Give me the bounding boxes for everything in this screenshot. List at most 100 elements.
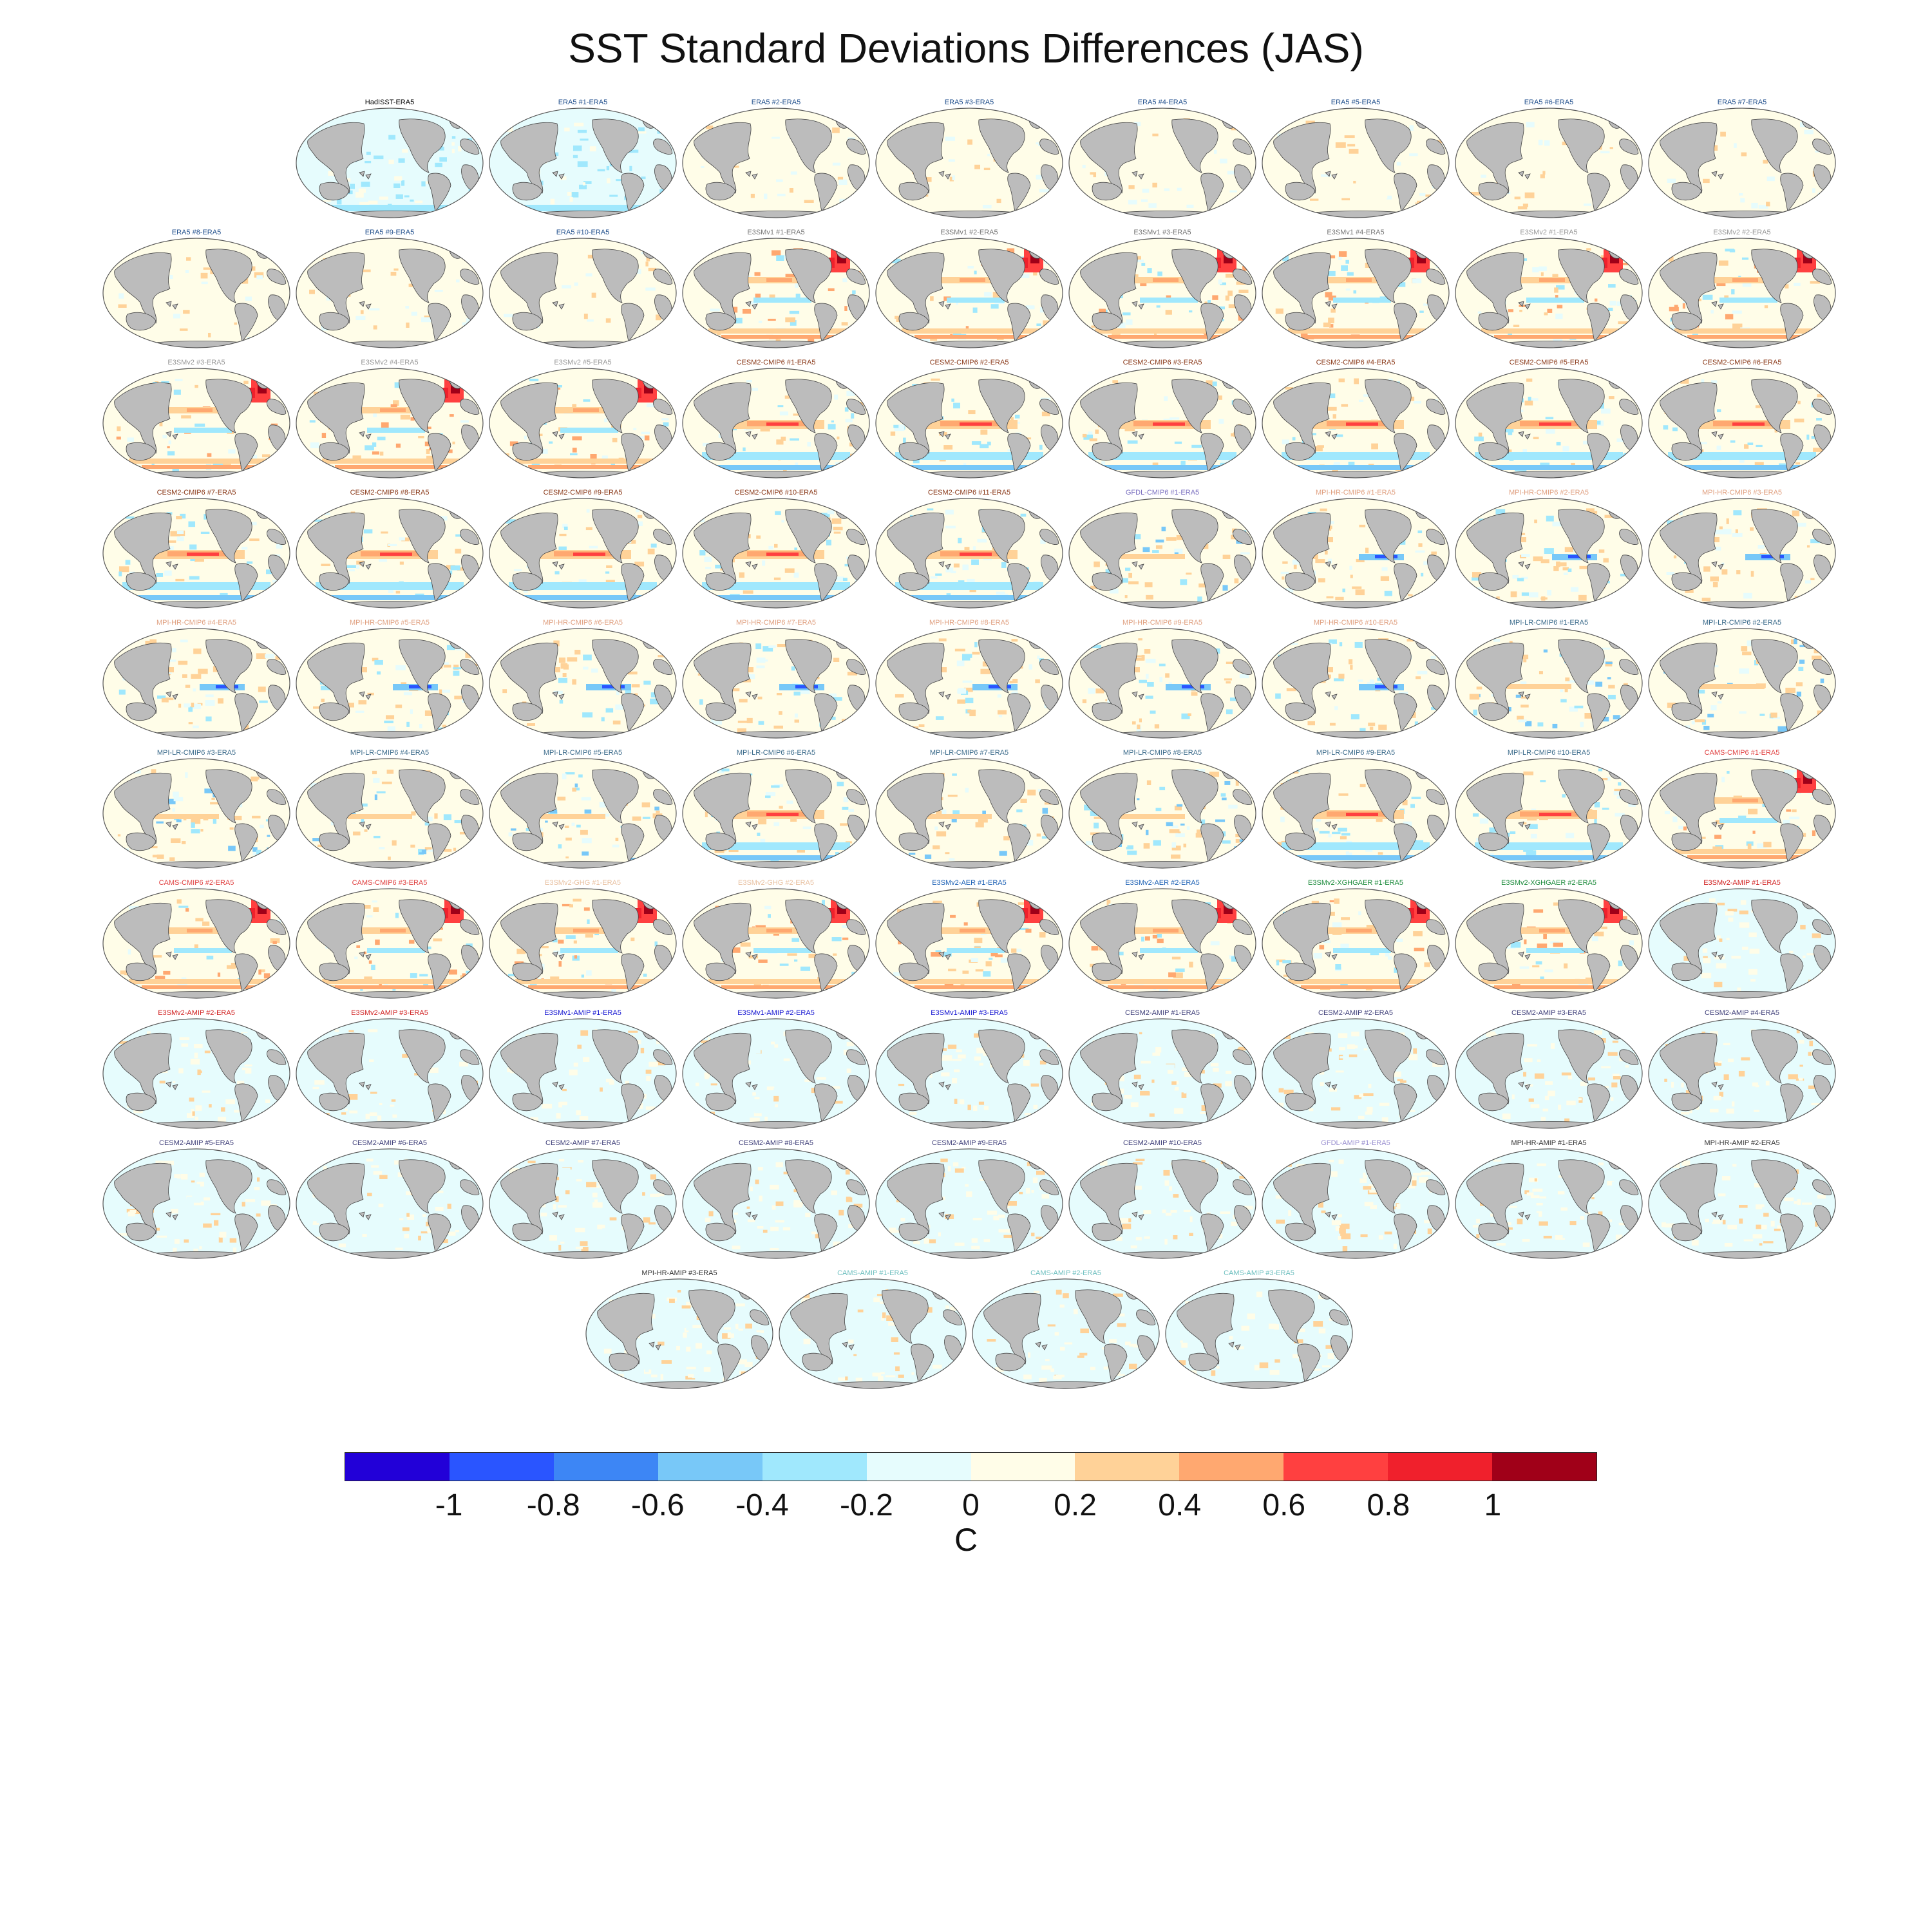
colorbar-tick-label: -0.6 [630,1488,685,1522]
panel-title: E3SMv2-GHG #2-ERA5 [738,879,814,887]
colorbar-segment-11 [1388,1453,1493,1481]
globe-outline [1455,368,1643,478]
globe-outline [102,1018,290,1129]
map-panel: E3SMv1 #2-ERA5 [875,229,1063,348]
sst-difference-field [876,629,1063,738]
sst-difference-field [489,108,676,218]
sst-difference-field [1069,629,1256,738]
globe-outline [682,238,870,348]
map-panel: E3SMv2-AMIP #1-ERA5 [1648,879,1836,999]
globe-outline [1648,238,1836,348]
globe-outline [1262,888,1450,999]
globe-outline [1455,1148,1643,1259]
panel-title: ERA5 #3-ERA5 [945,99,994,106]
globe-outline [1068,758,1256,869]
globe-outline [489,628,677,739]
map-panel: MPI-HR-CMIP6 #4-ERA5 [102,619,290,739]
panel-title: ERA5 #9-ERA5 [365,229,414,236]
map-panel: MPI-HR-AMIP #2-ERA5 [1648,1139,1836,1259]
map-panel: MPI-HR-CMIP6 #5-ERA5 [296,619,484,739]
sst-difference-field [683,629,869,738]
globe-outline [1068,368,1256,478]
panel-title: E3SMv1-AMIP #2-ERA5 [737,1009,815,1017]
panel-title: CESM2-AMIP #4-ERA5 [1705,1009,1779,1017]
globe-outline [682,368,870,478]
panel-title: MPI-LR-CMIP6 #5-ERA5 [544,749,622,757]
sst-difference-field [489,238,676,348]
sst-difference-field [1262,238,1449,348]
map-panel: CESM2-CMIP6 #11-ERA5 [875,489,1063,609]
globe-outline [489,888,677,999]
sst-difference-field [683,1019,869,1128]
globe-outline [489,1148,677,1259]
sst-difference-field [683,1149,869,1258]
map-panel: GFDL-CMIP6 #1-ERA5 [1068,489,1256,609]
sst-difference-field [1649,108,1835,218]
sst-difference-field [1069,759,1256,868]
sst-difference-field [489,1149,676,1258]
map-panel: E3SMv2-GHG #2-ERA5 [682,879,870,999]
map-panel: E3SMv2-XGHGAER #1-ERA5 [1262,879,1450,999]
map-panel: E3SMv2 #2-ERA5 [1648,229,1836,348]
map-panel: E3SMv2-XGHGAER #2-ERA5 [1455,879,1643,999]
globe-outline [296,628,484,739]
map-panel: ERA5 #8-ERA5 [102,229,290,348]
globe-outline [102,758,290,869]
sst-difference-field [876,108,1063,218]
globe-outline [972,1278,1160,1389]
panel-title: ERA5 #2-ERA5 [752,99,800,106]
sst-difference-field [1262,108,1449,218]
globe-outline [1262,368,1450,478]
globe-outline [875,498,1063,609]
globe-outline [875,368,1063,478]
panel-title: CAMS-AMIP #1-ERA5 [837,1269,908,1277]
colorbar-segment-9 [1179,1453,1284,1481]
panel-title: CESM2-AMIP #10-ERA5 [1123,1139,1202,1147]
sst-difference-field [296,629,483,738]
map-panel: CESM2-CMIP6 #5-ERA5 [1455,359,1643,478]
sst-difference-field [876,238,1063,348]
panel-title: ERA5 #10-ERA5 [556,229,610,236]
map-panel: CESM2-AMIP #2-ERA5 [1262,1009,1450,1129]
panel-title: CESM2-AMIP #1-ERA5 [1125,1009,1200,1017]
panel-title: CESM2-AMIP #8-ERA5 [739,1139,813,1147]
panel-title: MPI-HR-CMIP6 #5-ERA5 [350,619,430,627]
map-panel: E3SMv1-AMIP #3-ERA5 [875,1009,1063,1129]
panel-title: ERA5 #4-ERA5 [1138,99,1187,106]
panel-title: E3SMv2 #1-ERA5 [1520,229,1577,236]
sst-difference-field [103,1149,290,1258]
sst-difference-field [1069,108,1256,218]
colorbar-tick-label: -1 [435,1488,463,1522]
globe-outline [1648,368,1836,478]
sst-difference-field [296,889,483,998]
panel-title: MPI-HR-CMIP6 #7-ERA5 [736,619,816,627]
sst-difference-field [489,759,676,868]
sst-difference-field [1262,629,1449,738]
map-panel: CESM2-CMIP6 #1-ERA5 [682,359,870,478]
sst-difference-field [1455,759,1642,868]
sst-difference-field [683,889,869,998]
colorbar-segment-3 [553,1453,658,1481]
globe-outline [489,498,677,609]
globe-outline [875,758,1063,869]
panel-title: CESM2-AMIP #2-ERA5 [1318,1009,1393,1017]
panel-title: MPI-HR-CMIP6 #9-ERA5 [1122,619,1202,627]
globe-outline [1262,758,1450,869]
sst-difference-field [1455,1149,1642,1258]
globe-outline [296,758,484,869]
colorbar-segment-1 [345,1453,450,1481]
globe-outline [1262,628,1450,739]
panel-title: E3SMv1-AMIP #3-ERA5 [931,1009,1008,1017]
panel-title: CESM2-AMIP #5-ERA5 [159,1139,234,1147]
panel-title: E3SMv2-AER #1-ERA5 [932,879,1007,887]
globe-outline [296,888,484,999]
map-panel: CESM2-AMIP #10-ERA5 [1068,1139,1256,1259]
sst-difference-field [1069,238,1256,348]
panel-title: E3SMv2 #3-ERA5 [167,359,225,366]
sst-difference-field [489,1019,676,1128]
colorbar-segment-7 [971,1453,1075,1481]
colorbar-segment-4 [658,1453,762,1481]
map-panel: MPI-LR-CMIP6 #4-ERA5 [296,749,484,869]
globe-outline [875,888,1063,999]
panel-title: MPI-HR-AMIP #3-ERA5 [641,1269,717,1277]
